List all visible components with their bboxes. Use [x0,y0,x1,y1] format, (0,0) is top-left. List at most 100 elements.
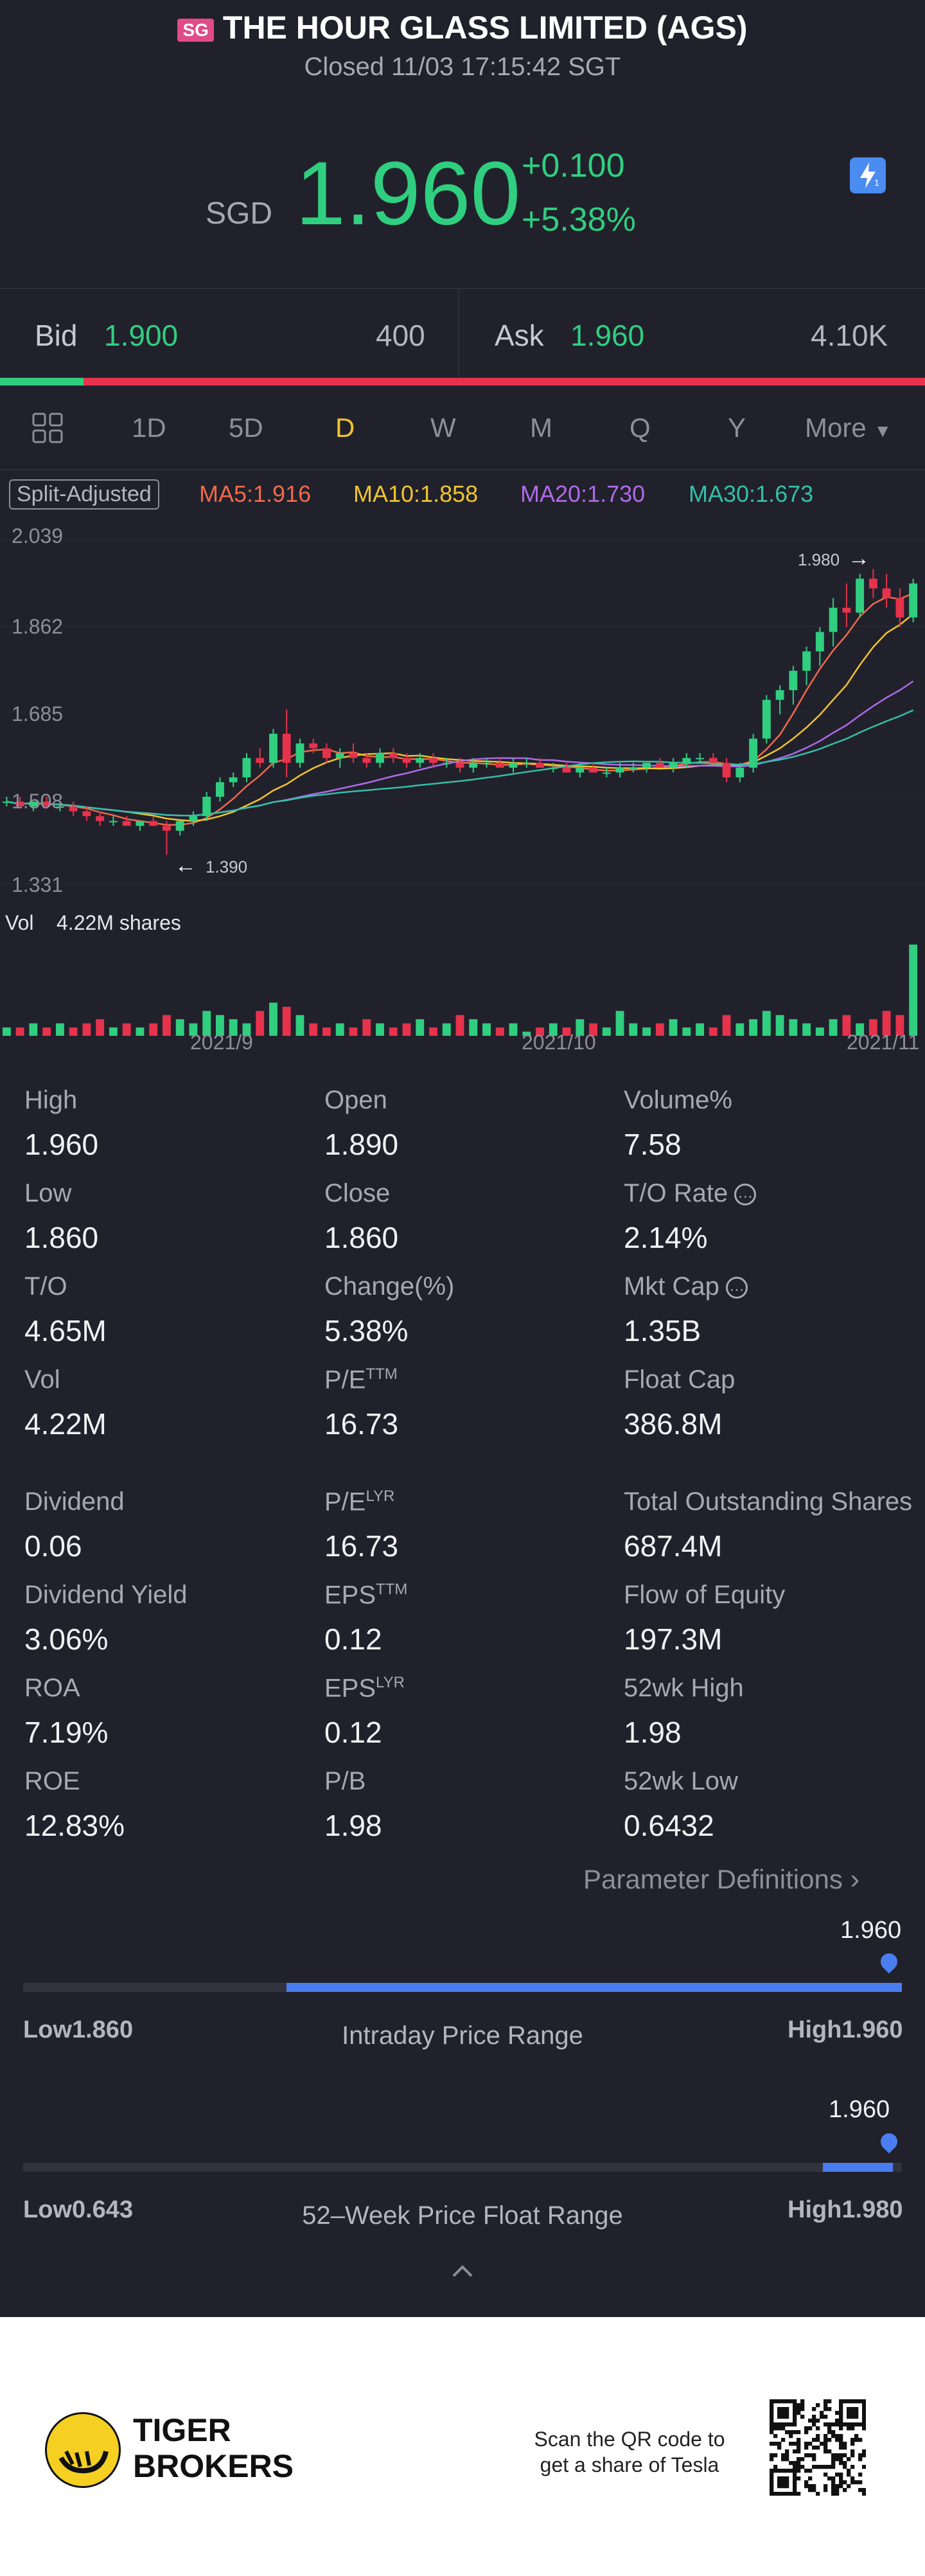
candle-body [549,767,558,769]
volume-bar [536,1027,544,1036]
candle-body [442,763,451,765]
candle-body [122,821,131,826]
stat-value: 4.22M [24,1407,107,1441]
tab-more-label: More [805,413,867,443]
candle-body [295,743,304,763]
stat-label-text: High [24,1086,78,1114]
stat-label-text: Mkt Cap [624,1272,719,1301]
volume-bar [362,1019,371,1036]
candle-body [416,758,425,763]
tab-more[interactable]: More ▼ [805,413,892,443]
tab-1d[interactable]: 1D [132,413,166,443]
promo-footer: TIGER BROKERS Scan the QR code to get a … [0,2317,925,2576]
stat-value: 4.65M [24,1314,107,1347]
ma20-label: MA20:1.730 [520,481,646,507]
market-status: Closed 11/03 17:15:42 SGT [304,53,621,81]
intraday-range-fill [286,1983,902,1992]
candle-body [495,763,504,768]
chevron-down-icon: ▼ [874,421,892,441]
volume-bar [469,1019,478,1036]
tab-d[interactable]: D [335,413,355,443]
stat-value: 0.12 [324,1716,382,1749]
stat-label: 52wk High [624,1674,744,1703]
tab-q[interactable]: Q [630,413,651,443]
stat-label: EPSTTM [324,1581,407,1610]
parameter-definitions-link[interactable]: Parameter Definitions › [583,1863,859,1896]
scan-line-2: get a share of Tesla [540,2453,719,2476]
stat-label-text: Dividend [24,1488,125,1516]
stat-label: High [24,1086,77,1115]
volume-bar [216,1015,224,1036]
stat-value: 12.83% [24,1809,125,1842]
candle-body [202,796,211,817]
volume-bar [442,1023,451,1036]
candle-body [882,588,891,598]
collapse-chevron-up-icon[interactable] [450,2262,475,2284]
candle-body [895,598,904,617]
volume-bar [736,1023,744,1036]
volume-label: Vol [5,911,33,934]
stat-label-sup: TTM [366,1365,398,1383]
candle-body [376,753,384,763]
volume-bar [655,1023,664,1036]
tab-y[interactable]: Y [728,413,746,443]
volume-bar [256,1011,265,1036]
volume-bar [909,945,918,1036]
stat-label-text: P/E [324,1488,366,1516]
candle-body [709,758,718,763]
tab-m[interactable]: M [530,413,552,443]
candle-body [589,767,597,773]
candle-body [96,816,105,821]
volume-bar [402,1023,411,1036]
tab-w[interactable]: W [430,413,456,443]
qr-code-icon[interactable] [770,2399,866,2496]
moving-average-legend: Split-Adjusted MA5:1.916 MA10:1.858 MA20… [0,475,925,514]
stat-label: Low [24,1179,71,1208]
candle-body [256,758,265,763]
bid-ask-panel: Bid 1.900 400 Ask 1.960 4.10K [0,288,925,379]
stat-label-text: T/O Rate [624,1179,728,1207]
volume-bar [789,1019,798,1036]
stat-value: 1.98 [324,1809,382,1842]
tab-5d[interactable]: 5D [229,413,263,443]
volume-bar [282,1006,291,1036]
candle-body [469,763,478,768]
stat-label: Flow of Equity [624,1581,785,1610]
info-ellipsis-icon[interactable]: … [734,1184,757,1206]
volume-bar [2,1027,11,1036]
candle-body [362,758,371,763]
week52-high: High1.980 [788,2196,903,2223]
ma20-line [6,680,914,817]
candle-body [482,763,491,765]
volume-bar [455,1015,464,1036]
volume-bar [576,1019,585,1036]
volume-bar [749,1019,758,1036]
intraday-high: High1.960 [788,2016,903,2043]
stat-label: Vol [24,1365,60,1394]
info-ellipsis-icon[interactable]: … [725,1277,748,1299]
lightning-trade-icon[interactable]: 1 [850,157,886,193]
candle-body [602,772,611,774]
volume-bar [229,1019,238,1036]
stat-label-text: Flow of Equity [624,1581,786,1609]
bid-price: 1.900 [104,319,179,352]
chart-layout-icon[interactable] [31,411,64,451]
candle-body [42,801,51,807]
split-adjusted-toggle[interactable]: Split-Adjusted [9,479,159,510]
candlestick-chart[interactable]: 2.039 1.862 1.685 1.508 1.331 1.980 → ← … [0,524,925,1051]
candle-body [736,767,744,777]
y-tick-4: 1.331 [12,873,63,896]
low-marker-label: 1.390 [206,857,247,876]
x-label-nov: 2021/11 [847,1031,919,1051]
stat-value: 0.12 [324,1622,382,1656]
volume-bar [202,1011,211,1036]
stat-label-sup: TTM [376,1581,408,1598]
candle-body [536,763,544,768]
week52-range-title: 52–Week Price Float Range [302,2201,623,2230]
svg-text:1: 1 [874,177,879,188]
quote-header: SG THE HOUR GLASS LIMITED (AGS) Closed 11… [0,0,925,283]
ask-strength-bar [84,378,925,386]
ma30-line [6,709,914,817]
stat-label-text: Low [24,1179,72,1207]
stat-label-text: ROA [24,1674,80,1702]
